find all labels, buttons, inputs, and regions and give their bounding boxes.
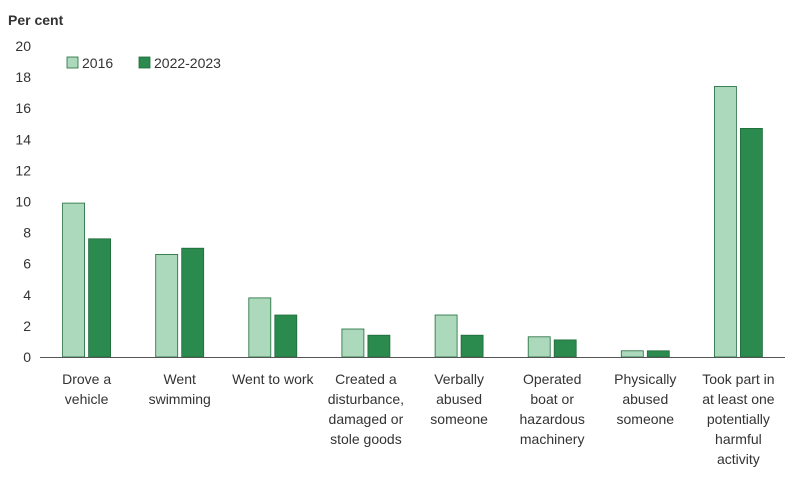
y-tick-label: 8 xyxy=(23,225,31,241)
y-tick-label: 10 xyxy=(15,194,31,210)
category-label: Verbally abused someone xyxy=(430,371,488,427)
category-label: Operated boat or hazardous machinery xyxy=(520,371,585,447)
category-label: Took part in at least one potentially harmf… xyxy=(702,371,775,467)
bar xyxy=(460,334,484,358)
y-tick-label: 6 xyxy=(23,256,31,272)
bar xyxy=(88,238,111,358)
y-axis-label: Per cent xyxy=(8,12,64,28)
y-tick-label: 0 xyxy=(23,349,31,365)
y-tick-label: 16 xyxy=(15,100,31,116)
legend: 2016 2022-2023 xyxy=(66,55,221,71)
y-axis-ticks: 0 2 4 6 8 10 12 14 16 18 20 xyxy=(15,38,31,365)
bar xyxy=(740,127,763,358)
y-tick-label: 2 xyxy=(23,318,31,334)
legend-swatch xyxy=(138,56,151,69)
legend-label: 2022-2023 xyxy=(154,55,221,71)
bar xyxy=(527,336,551,358)
bar xyxy=(181,247,205,358)
bar xyxy=(341,328,365,358)
bar xyxy=(155,253,179,358)
category-label: Went swimming xyxy=(149,371,211,407)
bar xyxy=(553,339,577,358)
bar xyxy=(646,350,670,358)
bars xyxy=(62,86,763,358)
category-label: Physically abused someone xyxy=(614,371,676,427)
bar xyxy=(434,314,458,358)
bar xyxy=(620,350,644,358)
y-tick-label: 4 xyxy=(23,287,31,303)
bar xyxy=(274,314,298,358)
bar xyxy=(367,334,391,358)
y-tick-label: 20 xyxy=(15,38,31,54)
category-label: Created a disturbance, damaged or stole goo… xyxy=(328,371,404,447)
y-tick-label: 14 xyxy=(15,131,31,147)
y-tick-label: 12 xyxy=(15,162,31,178)
legend-label: 2016 xyxy=(82,55,113,71)
category-label: Went to work xyxy=(232,371,314,387)
bar xyxy=(714,86,737,358)
legend-swatch xyxy=(66,56,79,69)
bar xyxy=(248,297,272,358)
bar xyxy=(62,202,85,358)
category-label: Drove a vehicle xyxy=(62,371,111,407)
category-labels: Drove a vehicle Went swimming Went to work Cr… xyxy=(62,371,775,467)
y-tick-label: 18 xyxy=(15,69,31,85)
